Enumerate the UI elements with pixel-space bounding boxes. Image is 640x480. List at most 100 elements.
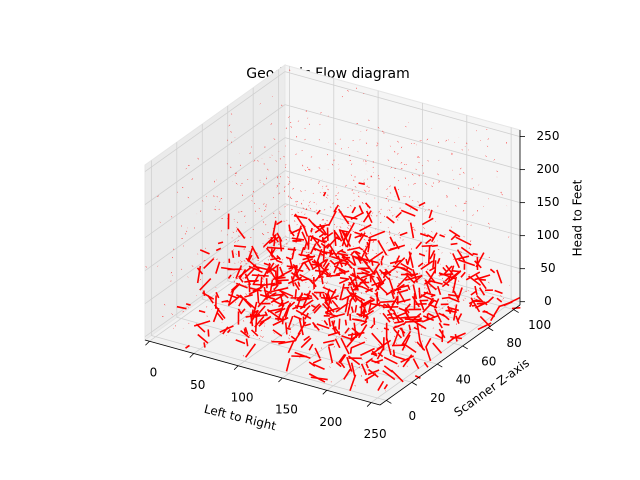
flow-arrow-small: [433, 241, 435, 243]
flow-arrow: [346, 233, 352, 248]
flow-arrow-small: [326, 219, 329, 222]
flow-arrow-small: [298, 263, 301, 265]
flow-arrow: [298, 317, 304, 336]
grid-line: [284, 137, 521, 204]
flow-arrow-small: [318, 167, 321, 169]
flow-arrow: [496, 297, 503, 303]
flow-arrow: [340, 337, 350, 355]
flow-arrow: [362, 210, 372, 223]
flow-arrow: [385, 337, 392, 356]
flow-arrow-small: [320, 112, 322, 114]
flow-arrow-small: [330, 276, 332, 278]
flow-arrow: [249, 287, 262, 292]
flow-arrow-small: [333, 223, 336, 226]
flow-arrow: [400, 355, 415, 363]
flow-arrow-small: [338, 168, 340, 170]
flow-arrow: [316, 223, 330, 228]
flow-arrow: [306, 293, 311, 300]
flow-arrow: [337, 248, 344, 254]
flow-arrow: [311, 259, 328, 271]
flow-arrow: [439, 273, 453, 276]
flow-arrow-small: [389, 185, 391, 187]
flow-arrow-small: [369, 232, 372, 234]
flow-arrow-small: [216, 258, 218, 260]
flow-arrow: [193, 320, 211, 327]
flow-arrow-small: [389, 231, 391, 234]
flow-arrow-small: [418, 161, 420, 164]
flow-arrow: [272, 329, 283, 337]
flow-arrow: [320, 242, 326, 248]
flow-arrow-small: [228, 124, 231, 127]
axis-line: [144, 339, 381, 406]
flow-arrow: [392, 349, 396, 357]
flow-arrow-small: [376, 328, 379, 330]
flow-arrow: [374, 358, 384, 364]
flow-arrow-small: [358, 366, 361, 368]
grid-line: [144, 203, 286, 305]
flow-arrow: [418, 287, 421, 298]
flow-arrow: [230, 284, 238, 292]
flow-arrow-small: [250, 146, 252, 148]
flow-arrow: [271, 293, 285, 297]
flow-arrow: [399, 231, 408, 236]
flow-arrow-small: [261, 215, 263, 217]
flow-arrow-small: [347, 227, 349, 229]
z-tick-label: 50: [540, 261, 555, 275]
flow-arrow-small: [307, 117, 309, 119]
flow-arrow: [272, 220, 277, 236]
flow-arrow: [302, 290, 312, 308]
flow-arrow: [215, 291, 220, 299]
flow-arrow: [294, 351, 311, 359]
flow-arrow: [393, 328, 403, 339]
flow-arrow: [367, 368, 379, 378]
flow-arrow-small: [397, 365, 400, 368]
flow-arrow: [311, 222, 327, 236]
flow-arrow-small: [297, 211, 299, 214]
flow-arrow: [252, 285, 264, 292]
flow-arrow: [311, 236, 322, 249]
flow-arrow: [390, 289, 395, 300]
flow-arrow-small: [339, 245, 341, 248]
flow-arrow: [471, 304, 477, 307]
flow-arrow-small: [232, 231, 234, 234]
flow-arrow: [240, 329, 250, 339]
axis-line: [379, 304, 521, 406]
flow-arrow: [423, 291, 436, 297]
flow-arrow: [494, 289, 503, 295]
flow-arrow: [487, 296, 494, 303]
flow-arrow: [448, 229, 461, 238]
flow-arrow: [450, 234, 458, 241]
flow-arrow: [318, 233, 324, 238]
flow-arrow: [238, 268, 247, 280]
flow-arrow: [316, 323, 330, 330]
flow-arrow: [339, 283, 345, 301]
flow-arrow-small: [187, 276, 189, 278]
flow-arrow: [359, 224, 372, 232]
flow-arrow: [374, 292, 380, 302]
flow-arrow: [248, 265, 263, 274]
tick-mark: [462, 345, 468, 350]
flow-arrow: [351, 327, 361, 336]
flow-arrow: [335, 270, 350, 276]
flow-arrow-small: [378, 306, 381, 308]
flow-arrow: [330, 255, 348, 263]
flow-arrow-small: [213, 256, 215, 259]
flow-arrow: [277, 276, 286, 280]
flow-arrow: [489, 268, 496, 274]
flow-arrow: [243, 328, 247, 334]
flow-arrow-small: [295, 153, 297, 155]
flow-arrow-small: [380, 221, 382, 223]
flow-arrow-small: [236, 226, 238, 228]
flow-arrow: [240, 295, 252, 308]
flow-arrow: [285, 327, 292, 331]
flow-arrow: [429, 266, 436, 272]
flow-arrow-small: [267, 259, 269, 261]
flow-arrow: [338, 278, 349, 285]
flow-arrow: [235, 339, 246, 345]
flow-arrow: [235, 282, 248, 289]
flow-arrow-small: [502, 297, 505, 300]
flow-arrow: [236, 228, 246, 239]
flow-arrow: [275, 279, 289, 282]
flow-arrow-small: [245, 293, 247, 295]
flow-arrow: [477, 322, 492, 331]
